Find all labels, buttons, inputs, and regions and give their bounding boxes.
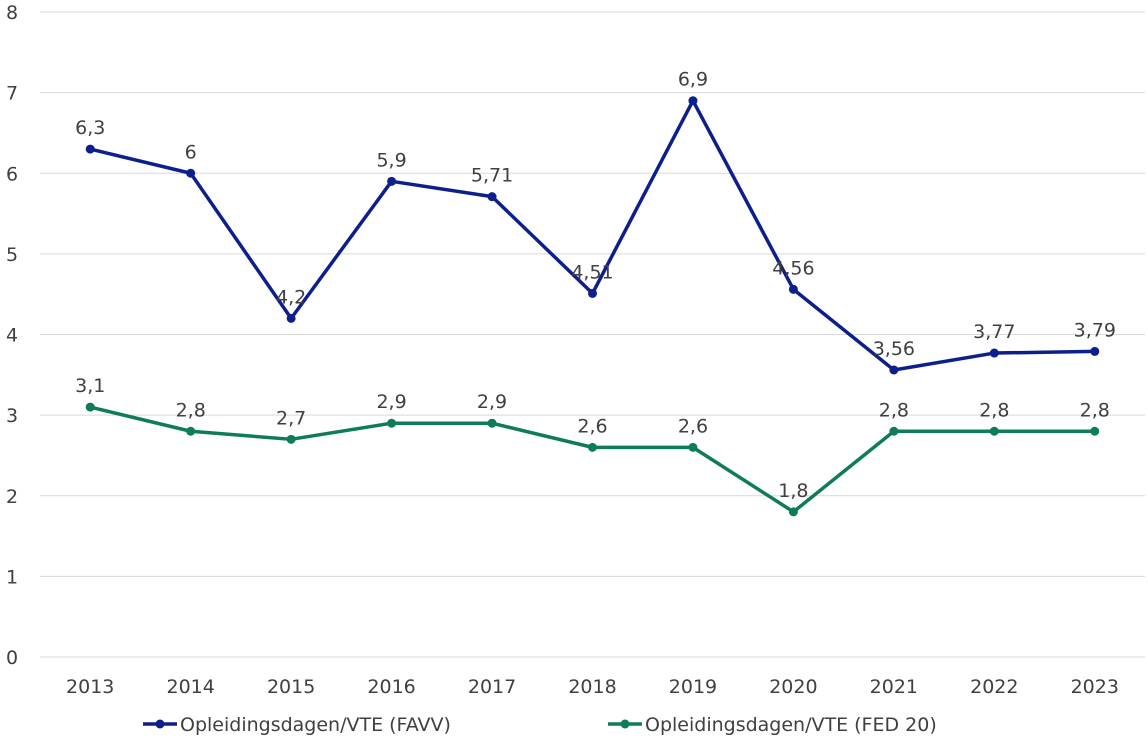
data-point	[788, 507, 798, 517]
y-tick-label: 7	[6, 83, 18, 105]
data-label: 4,51	[571, 261, 613, 283]
y-tick-label: 8	[6, 2, 18, 24]
y-tick-label: 1	[6, 566, 18, 588]
legend-swatch-marker	[155, 719, 165, 729]
data-point	[588, 442, 597, 452]
data-label: 3,1	[75, 375, 105, 397]
data-point	[487, 418, 497, 428]
legend-label: Opleidingsdagen/VTE (FED 20)	[645, 714, 937, 736]
data-label: 4,2	[276, 286, 306, 308]
data-label: 6	[185, 141, 197, 163]
data-label: 4,56	[772, 257, 814, 279]
data-label: 3,77	[973, 321, 1015, 343]
legend-item-2: Opleidingsdagen/VTE (FED 20)	[608, 714, 937, 736]
y-tick-label: 3	[6, 405, 18, 427]
data-label: 3,79	[1074, 319, 1116, 341]
grid	[40, 11, 1145, 658]
data-label: 2,9	[477, 391, 507, 413]
x-tick-label: 2014	[167, 676, 215, 698]
series-1: 6,3 6 4,2 5,9 5,71 4,51 6,9 4,56 3,56 3,77 3,79	[75, 69, 1116, 375]
x-tick-label: 2018	[568, 676, 616, 698]
data-label: 2,8	[1080, 399, 1110, 421]
x-axis: 2013 2014 2015 2016 2017 2018 2019 2020 2021 2022…	[66, 676, 1119, 698]
data-point	[186, 168, 196, 178]
data-label: 2,7	[276, 407, 306, 429]
data-label: 2,9	[376, 391, 406, 413]
data-label: 2,8	[979, 399, 1009, 421]
y-tick-label: 0	[6, 647, 18, 669]
series-line	[88, 98, 1097, 372]
data-point	[989, 426, 999, 436]
y-tick-label: 5	[6, 244, 18, 266]
data-point	[588, 288, 597, 298]
data-label: 2,8	[879, 399, 909, 421]
data-label: 2,6	[678, 415, 708, 437]
data-point	[1090, 346, 1100, 356]
data-label: 1,8	[778, 480, 808, 502]
data-point	[286, 434, 296, 444]
data-label: 6,3	[75, 117, 105, 139]
data-label: 5,9	[376, 149, 406, 171]
y-tick-label: 6	[6, 163, 18, 185]
data-point	[387, 176, 397, 186]
data-label: 2,8	[176, 399, 206, 421]
legend: Opleidingsdagen/VTE (FAVV) Opleidingsdage…	[143, 714, 937, 736]
data-point	[688, 96, 698, 106]
legend-item-1: Opleidingsdagen/VTE (FAVV)	[143, 714, 451, 736]
data-point	[688, 442, 698, 452]
x-tick-label: 2013	[66, 676, 114, 698]
series-group: 6,3 6 4,2 5,9 5,71 4,51 6,9 4,56 3,56 3,77 3,79 3,1…	[75, 69, 1116, 517]
data-point	[85, 144, 95, 154]
data-point	[889, 426, 899, 436]
x-tick-label: 2019	[669, 676, 717, 698]
data-point	[85, 402, 95, 412]
x-tick-label: 2015	[267, 676, 315, 698]
series-2: 3,1 2,8 2,7 2,9 2,9 2,6 2,6 1,8 2,8 2,8 2,8	[75, 375, 1110, 517]
data-point	[989, 348, 999, 358]
data-point	[889, 365, 899, 375]
data-label: 5,71	[471, 165, 513, 187]
x-tick-label: 2022	[970, 676, 1018, 698]
data-point	[487, 192, 497, 202]
legend-label: Opleidingsdagen/VTE (FAVV)	[180, 714, 451, 736]
data-label: 3,56	[873, 338, 915, 360]
x-tick-label: 2021	[870, 676, 918, 698]
y-tick-label: 2	[6, 486, 18, 508]
data-point	[788, 284, 798, 294]
data-point	[387, 418, 397, 428]
x-tick-label: 2023	[1071, 676, 1119, 698]
y-axis: 0 1 2 3 4 5 6 7 8	[6, 2, 18, 669]
legend-swatch-marker	[620, 719, 630, 729]
x-tick-label: 2016	[367, 676, 415, 698]
x-tick-label: 2020	[769, 676, 817, 698]
data-label: 6,9	[678, 69, 708, 91]
x-tick-label: 2017	[468, 676, 516, 698]
y-tick-label: 4	[6, 325, 18, 347]
data-point	[286, 313, 296, 323]
data-point	[1090, 426, 1100, 436]
data-point	[186, 426, 196, 436]
data-label: 2,6	[577, 415, 607, 437]
